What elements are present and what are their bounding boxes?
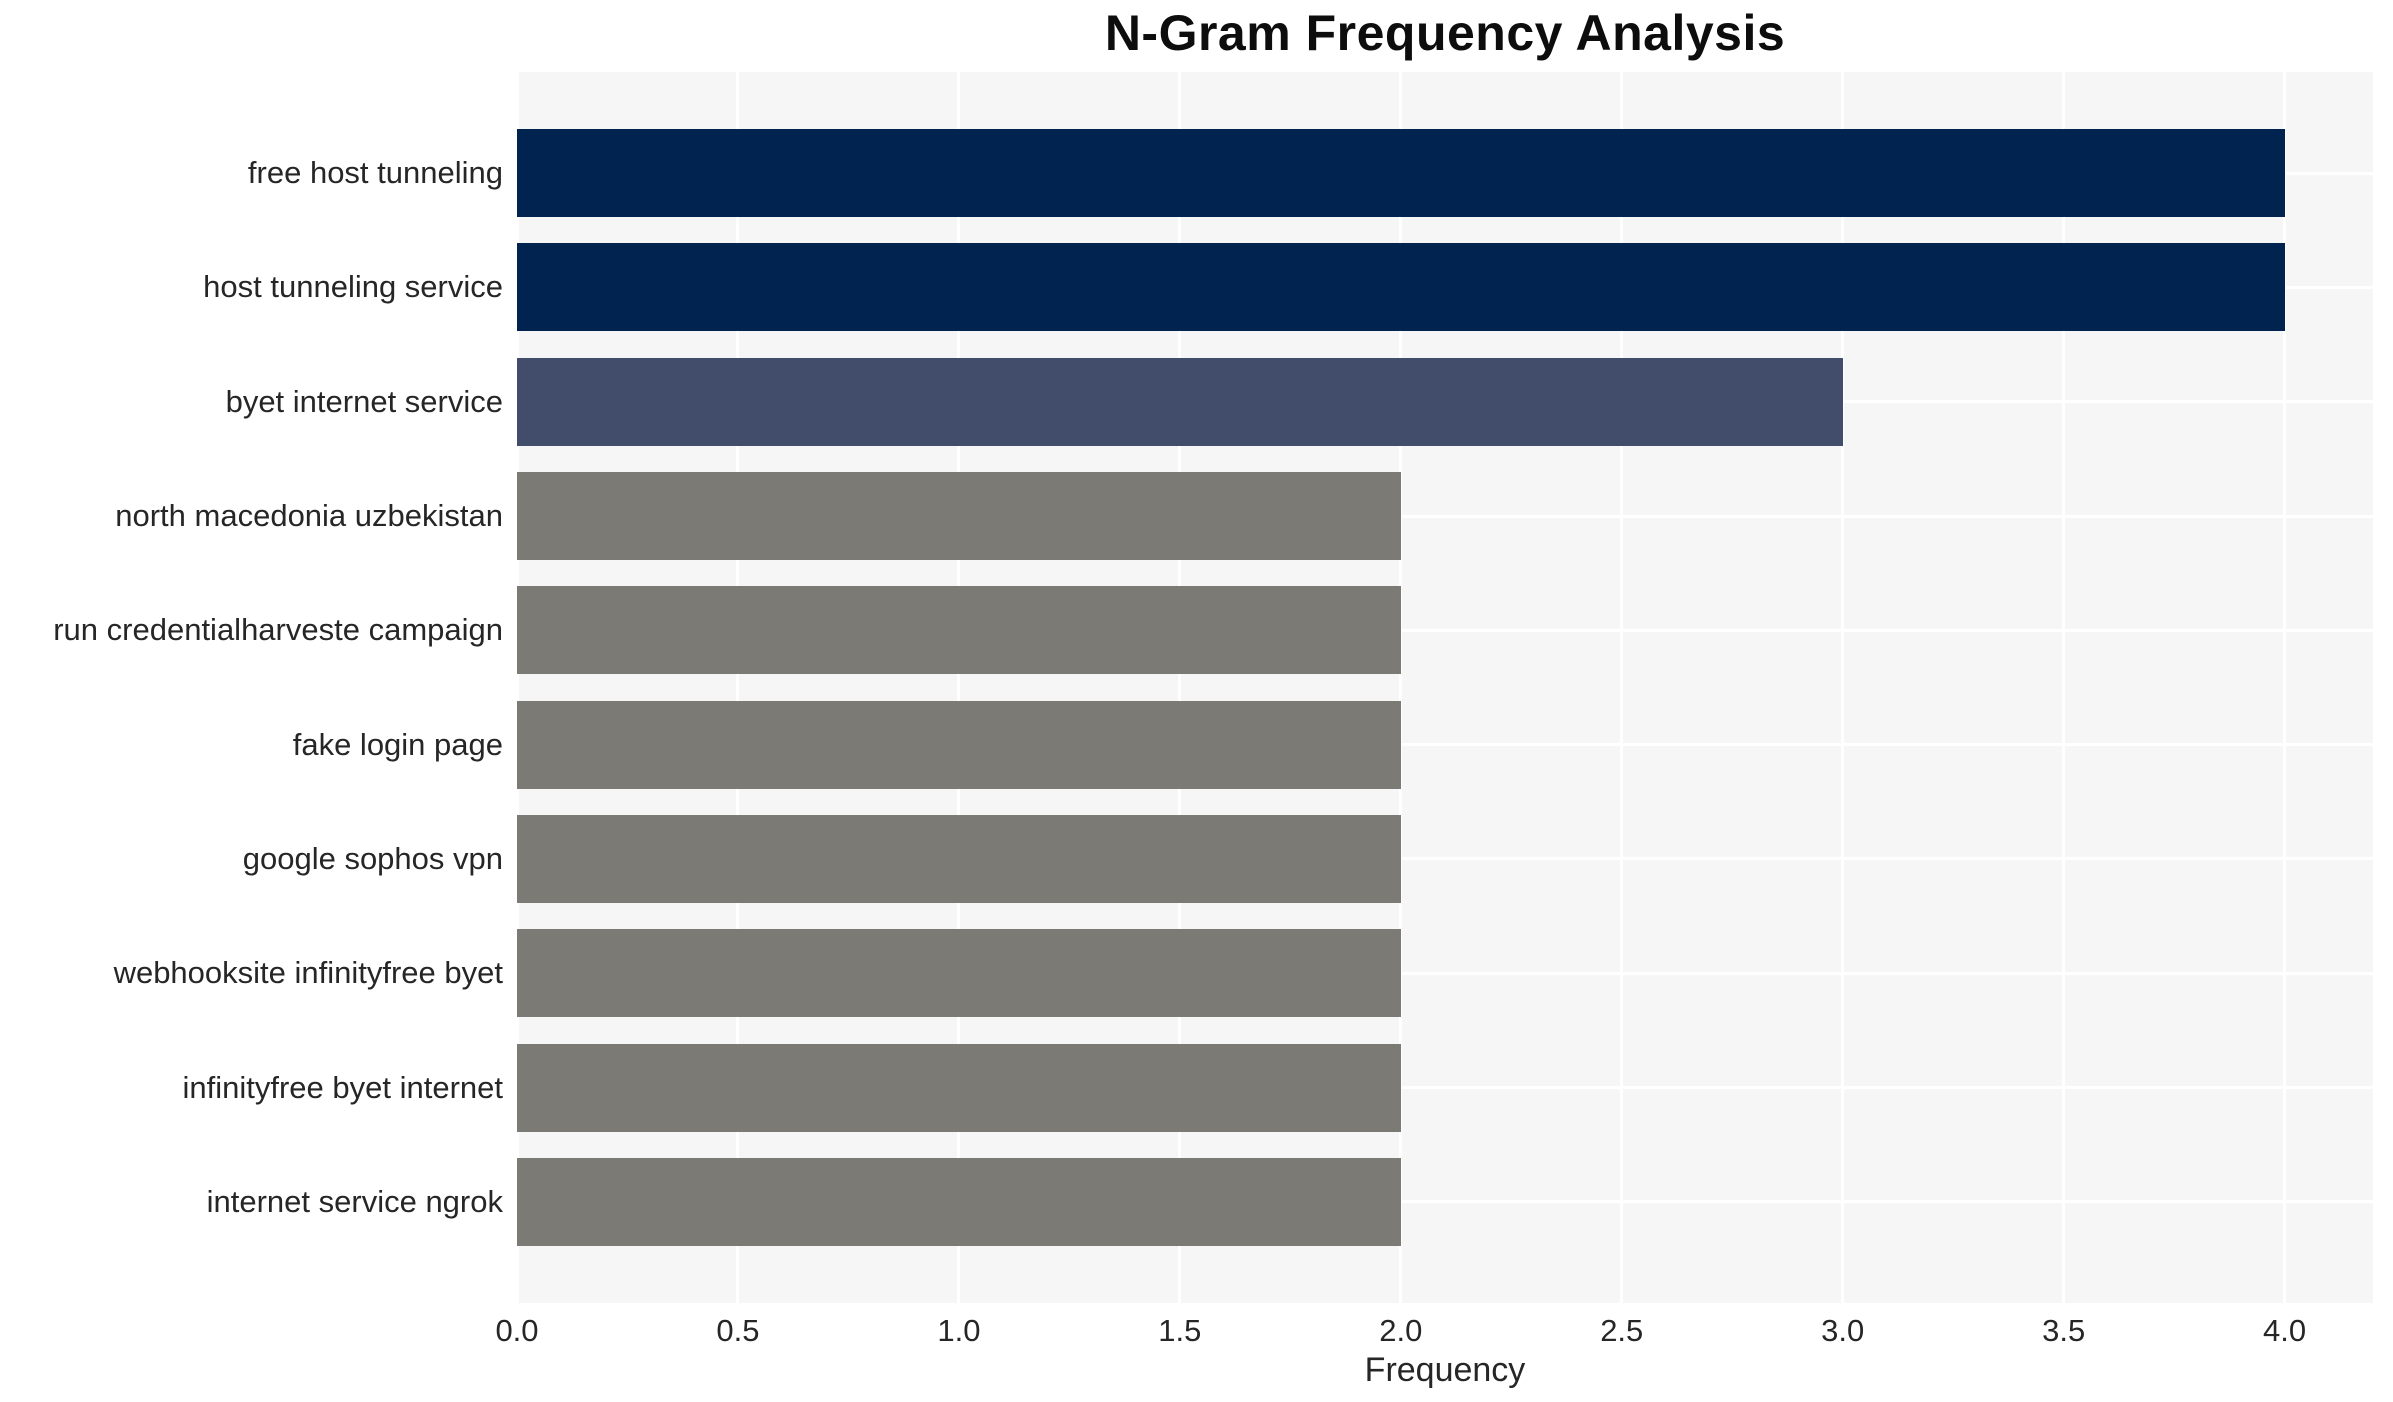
category-label: webhooksite infinityfree byet — [113, 955, 503, 991]
chart-title: N-Gram Frequency Analysis — [1104, 5, 1786, 61]
x-gridline — [1399, 72, 1403, 1303]
category-label: free host tunneling — [247, 155, 503, 191]
x-tick-label: 3.0 — [1821, 1313, 1865, 1348]
x-gridline — [1841, 72, 1845, 1303]
x-tick-label: 3.5 — [2042, 1313, 2086, 1348]
bar — [517, 357, 1843, 446]
y-axis-category-labels: free host tunneling host tunneling servic… — [0, 0, 503, 1402]
bar — [517, 243, 2285, 332]
x-gridline — [957, 72, 961, 1303]
category-label: host tunneling service — [203, 269, 503, 305]
category-label: internet service ngrok — [206, 1183, 503, 1219]
x-gridline — [1178, 72, 1182, 1303]
x-tick-label: 0.5 — [716, 1313, 760, 1348]
bar — [517, 586, 1401, 675]
bar — [517, 814, 1401, 903]
x-tick-label: 1.5 — [1158, 1313, 1202, 1348]
y-gridline — [517, 1200, 2373, 1204]
bar — [517, 129, 2285, 218]
y-gridline — [517, 514, 2373, 518]
x-tick-label: 1.0 — [937, 1313, 981, 1348]
bar — [517, 1043, 1401, 1132]
x-tick-label: 2.5 — [1600, 1313, 1644, 1348]
category-label: byet internet service — [225, 383, 503, 419]
x-gridline — [2062, 72, 2066, 1303]
category-label: infinityfree byet internet — [182, 1069, 503, 1105]
x-gridline — [736, 72, 740, 1303]
category-label: run credentialharveste campaign — [53, 612, 503, 648]
plot-area — [517, 72, 2373, 1303]
bar — [517, 472, 1401, 561]
x-tick-label: 2.0 — [1379, 1313, 1423, 1348]
category-label: north macedonia uzbekistan — [115, 498, 503, 534]
x-axis-title: Frequency — [1364, 1351, 1526, 1389]
x-gridline — [517, 72, 519, 1303]
y-gridline — [517, 743, 2373, 747]
y-gridline — [517, 628, 2373, 632]
y-gridline — [517, 971, 2373, 975]
x-gridline — [2283, 72, 2287, 1303]
bar — [517, 929, 1401, 1018]
x-gridline — [1620, 72, 1624, 1303]
category-label: google sophos vpn — [242, 840, 503, 876]
bar — [517, 700, 1401, 789]
category-label: fake login page — [292, 726, 503, 762]
y-gridline — [517, 1086, 2373, 1090]
y-gridline — [517, 857, 2373, 861]
x-tick-label: 4.0 — [2263, 1313, 2307, 1348]
bar — [517, 1157, 1401, 1246]
